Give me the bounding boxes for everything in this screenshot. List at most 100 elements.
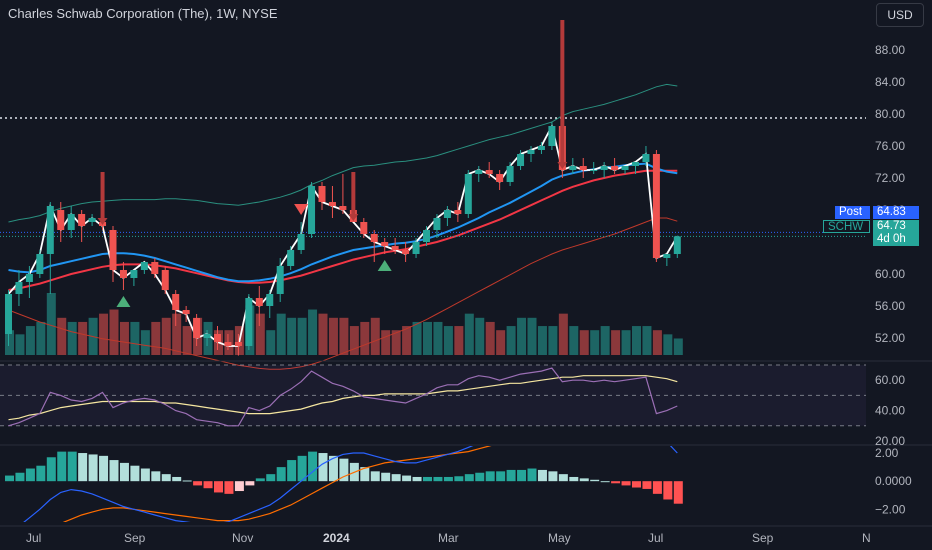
macd-histogram-bar [193,481,203,486]
macd-histogram-bar [287,460,297,482]
macd-histogram-bar [297,455,307,482]
macd-histogram-bar [266,474,276,482]
time-axis-tick: 2024 [323,531,350,545]
candle-body [140,262,148,270]
macd-histogram-bar [569,476,579,482]
candle-body [161,270,169,290]
candle-body [402,250,410,254]
volume-bar [673,338,683,355]
macd-histogram-bar [182,480,192,482]
volume-bar [78,321,88,355]
candle-body [370,234,378,242]
price-axis-tick: 56.00 [875,299,905,313]
macd-histogram-bar [88,454,98,482]
macd-histogram-bar [433,476,443,482]
candle-body [130,270,138,278]
buy-triangle-marker [116,296,131,307]
sell-triangle-marker [294,204,309,215]
time-axis-tick: Sep [124,531,146,545]
volume-bar [611,330,621,355]
candle-body [287,250,295,266]
volume-bar [381,330,391,355]
candle-body [600,166,608,170]
upper-band-line [8,83,678,223]
candle-body [46,206,54,254]
candle-body [443,210,451,218]
candle-body [266,294,274,306]
candle-body [485,170,493,174]
candle-body [78,214,86,226]
macd-histogram-bar [214,481,223,493]
macd-axis-tick: −2.00 [875,502,906,516]
candle-body [276,266,284,294]
candle-body [328,202,336,206]
time-axis-tick: Sep [752,531,774,545]
time-axis-tick: Jul [26,531,41,545]
volume-bar [328,317,338,355]
volume-bar [172,313,182,355]
macd-histogram-bar [464,474,474,482]
macd-histogram-bar [15,472,25,482]
macd-histogram-bar [339,458,349,482]
candle-body [255,298,263,306]
volume-bar [161,317,171,355]
macd-histogram-bar [224,481,234,494]
macd-histogram-bar [5,475,14,482]
volume-bar [276,313,286,355]
macd-histogram-bar [642,481,652,489]
candle-body [15,282,23,294]
candle-body [193,318,201,338]
time-axis-tick: May [548,531,571,545]
signal-arrow-head [557,162,568,169]
macd-histogram-bar [67,451,77,482]
macd-histogram-bar [485,471,495,482]
macd-histogram-bar [402,475,412,482]
volume-bar [433,321,443,355]
volume-bar [464,313,474,355]
lower-band-line [8,217,678,370]
volume-bar [412,321,422,355]
macd-histogram-bar [36,465,46,482]
volume-bar [642,326,652,355]
macd-histogram-bar [423,476,432,482]
volume-bar [579,330,589,355]
volume-bar [475,317,485,355]
candle-body [590,170,598,171]
macd-histogram-bar [245,481,255,486]
candle-body [569,166,577,170]
macd-histogram-bar [652,481,662,494]
candle-body [182,310,190,314]
rsi-axis-tick: 20.00 [875,434,905,448]
volume-bar [537,326,547,355]
ma-fast-line [8,162,678,283]
buy-triangle-marker [377,260,392,271]
signal-arrow-shaft [100,172,105,218]
candle-body [297,234,305,250]
volume-bar [360,321,370,355]
currency-button[interactable]: USD [876,3,924,27]
macd-line [23,446,678,522]
macd-histogram-bar [360,467,370,482]
volume-bar [287,317,297,355]
macd-histogram-bar [443,476,453,482]
macd-histogram-bar [57,451,67,482]
volume-bar [590,330,600,355]
price-axis-tick: 80.00 [875,107,905,121]
candle-body [412,242,420,254]
symbol-value-tag: 64.73 [873,220,919,233]
macd-signal-line [62,446,492,522]
macd-histogram-bar [558,474,568,482]
volume-bar [652,330,662,355]
volume-bar [130,321,140,355]
candle-body [621,166,629,170]
volume-bar [517,317,527,355]
signal-arrow-head [97,218,108,225]
volume-bar [391,330,401,355]
volume-bar [402,326,412,355]
macd-histogram-bar [46,457,56,482]
candle-body [464,174,472,214]
volume-bar [663,334,673,355]
macd-histogram-bar [611,481,621,484]
signal-arrow-shaft [351,172,356,214]
